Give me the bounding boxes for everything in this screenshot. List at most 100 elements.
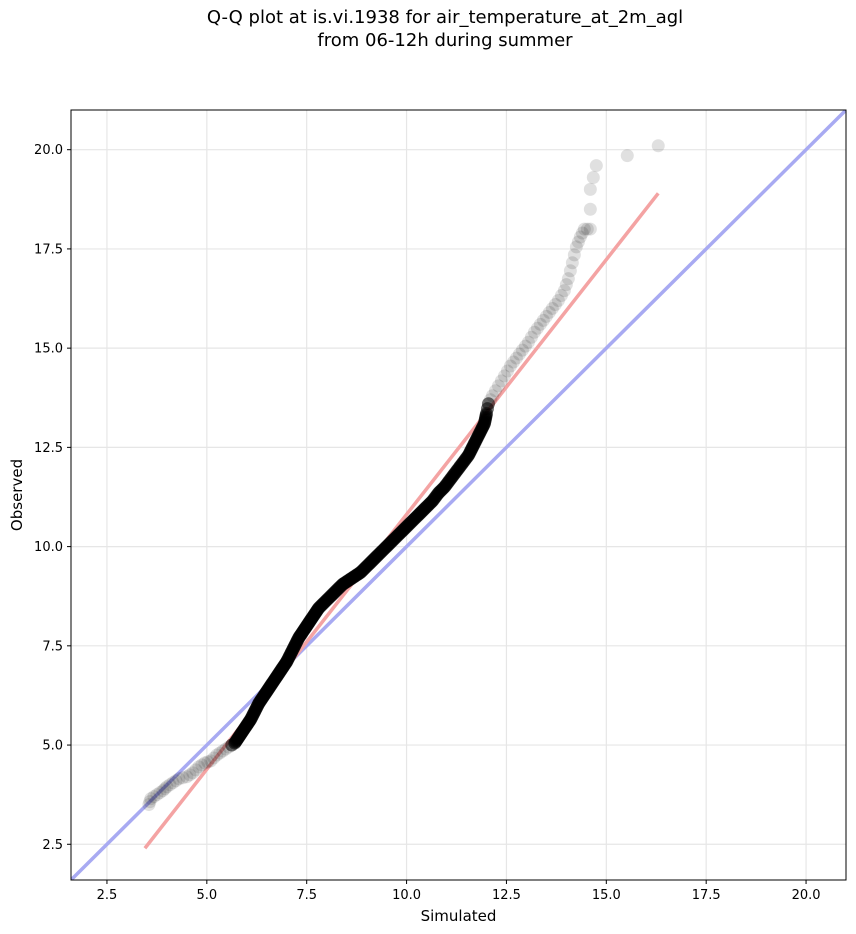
data-point bbox=[571, 235, 585, 249]
points bbox=[142, 139, 665, 812]
data-point bbox=[210, 748, 224, 762]
data-point bbox=[172, 772, 186, 786]
data-point bbox=[192, 760, 206, 774]
data-point bbox=[575, 226, 589, 240]
data-point bbox=[180, 770, 194, 784]
x-axis-label: Simulated bbox=[421, 907, 497, 925]
data-point bbox=[198, 756, 212, 770]
data-point bbox=[204, 754, 218, 768]
y-axis-ticks: 2.5 5.0 7.5 10.0 12.5 15.0 17.5 20.0 bbox=[34, 143, 71, 853]
y-tick-label: 17.5 bbox=[34, 242, 63, 257]
data-point bbox=[551, 294, 565, 308]
y-axis-label: Observed bbox=[8, 459, 26, 531]
data-point bbox=[557, 284, 571, 298]
x-tick-label: 10.0 bbox=[392, 888, 421, 903]
data-point bbox=[213, 746, 227, 760]
data-point bbox=[563, 264, 577, 278]
data-point bbox=[548, 297, 562, 311]
x-tick-label: 2.5 bbox=[97, 888, 118, 903]
data-point bbox=[481, 397, 495, 411]
data-point bbox=[559, 278, 573, 292]
data-point bbox=[542, 305, 556, 319]
data-point bbox=[195, 758, 209, 772]
x-tick-label: 12.5 bbox=[492, 888, 521, 903]
data-point bbox=[150, 788, 164, 802]
data-point bbox=[506, 355, 520, 369]
data-point bbox=[144, 792, 158, 806]
data-point bbox=[521, 335, 535, 349]
data-point bbox=[524, 330, 538, 344]
x-axis-ticks: 2.5 5.0 7.5 10.0 12.5 15.0 17.5 20.0 bbox=[97, 880, 821, 903]
chart-title: Q-Q plot at is.vi.1938 for air_temperatu… bbox=[0, 6, 856, 52]
data-point bbox=[483, 393, 497, 407]
data-point bbox=[160, 780, 174, 794]
data-point bbox=[561, 272, 575, 286]
data-point bbox=[500, 364, 514, 378]
data-point bbox=[567, 248, 581, 262]
grid bbox=[71, 110, 846, 880]
lines bbox=[71, 110, 846, 880]
data-point bbox=[166, 776, 180, 790]
data-point bbox=[183, 768, 197, 782]
data-point bbox=[176, 771, 190, 785]
data-point bbox=[539, 309, 553, 323]
data-point bbox=[485, 389, 499, 403]
data-point bbox=[586, 170, 600, 184]
y-tick-label: 15.0 bbox=[34, 342, 63, 357]
data-point bbox=[565, 256, 579, 270]
data-point bbox=[488, 384, 502, 398]
data-point bbox=[583, 182, 597, 196]
data-point bbox=[491, 379, 505, 393]
data-point bbox=[580, 222, 594, 236]
y-tick-label: 12.5 bbox=[34, 441, 63, 456]
data-point bbox=[153, 786, 167, 800]
data-point bbox=[573, 230, 587, 244]
y-tick-label: 2.5 bbox=[42, 838, 63, 853]
data-point bbox=[583, 222, 597, 236]
data-point bbox=[169, 774, 183, 788]
data-point bbox=[186, 766, 200, 780]
data-point bbox=[515, 343, 529, 357]
x-tick-label: 20.0 bbox=[792, 888, 821, 903]
data-point bbox=[143, 795, 157, 809]
data-point bbox=[583, 202, 597, 216]
x-tick-label: 5.0 bbox=[196, 888, 217, 903]
data-point bbox=[589, 159, 603, 173]
plot-frame bbox=[70, 109, 847, 881]
data-point bbox=[201, 755, 215, 769]
data-point bbox=[509, 351, 523, 365]
data-point bbox=[147, 790, 161, 804]
data-point bbox=[554, 289, 568, 303]
y-tick-label: 10.0 bbox=[34, 540, 63, 555]
data-point bbox=[503, 359, 517, 373]
chart-title-line2: from 06-12h during summer bbox=[317, 30, 573, 51]
data-point bbox=[494, 374, 508, 388]
data-point bbox=[497, 369, 511, 383]
data-point bbox=[533, 317, 547, 331]
x-tick-label: 15.0 bbox=[592, 888, 621, 903]
data-point bbox=[651, 139, 665, 153]
chart-title-line1: Q-Q plot at is.vi.1938 for air_temperatu… bbox=[206, 7, 684, 28]
data-point bbox=[545, 301, 559, 315]
data-point bbox=[620, 149, 634, 163]
x-tick-label: 7.5 bbox=[296, 888, 317, 903]
data-point bbox=[527, 325, 541, 339]
data-point bbox=[156, 784, 170, 798]
data-point bbox=[530, 321, 544, 335]
data-point bbox=[207, 751, 221, 765]
data-point bbox=[512, 347, 526, 361]
data-point bbox=[158, 782, 172, 796]
identity-line bbox=[71, 110, 846, 880]
data-point bbox=[142, 798, 156, 812]
data-point bbox=[577, 222, 591, 236]
y-tick-label: 20.0 bbox=[34, 143, 63, 158]
data-point bbox=[189, 763, 203, 777]
y-tick-label: 7.5 bbox=[42, 639, 63, 654]
data-point bbox=[163, 778, 177, 792]
x-tick-label: 17.5 bbox=[692, 888, 721, 903]
data-point bbox=[536, 313, 550, 327]
y-tick-label: 5.0 bbox=[42, 739, 63, 754]
data-point bbox=[569, 240, 583, 254]
data-point bbox=[518, 339, 532, 353]
